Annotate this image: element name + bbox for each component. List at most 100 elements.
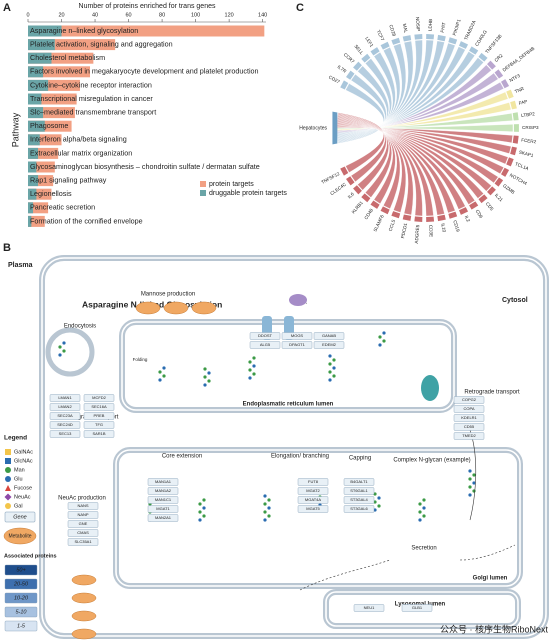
bar [28,134,40,146]
gene-box [147,514,179,522]
gene-label: NANS [77,503,88,508]
bar [28,161,55,173]
glycan [472,473,476,477]
glycan [263,494,267,498]
chord-arc [346,176,355,186]
bar [28,134,62,146]
bar [28,66,44,78]
bar [28,215,45,227]
panel-label: A [3,2,11,14]
bar-label: Formation of the cornified envelope [30,216,143,225]
gene-box [147,478,179,486]
bar [28,120,45,132]
legend-swatch [200,190,206,196]
chord-label: SLAMF6 [372,214,384,233]
gene-label: TFG [95,422,103,427]
bar-label: Pancreatic secretion [30,203,95,212]
x-tick-label: 140 [258,12,267,18]
gene-label: MAN1A2 [155,488,172,493]
chord-label: CD40LG [474,29,488,47]
golgi-membrane-inner [115,449,521,587]
gene-box [83,394,115,402]
section-label: Elongation/ branching [271,454,329,460]
chord-label: TCF7 [376,29,386,42]
glycan [328,370,332,374]
chord-label: ADGRE5 [414,224,420,244]
chord-arc [402,35,412,42]
glycan [203,383,207,387]
gene-label: COPG2 [462,397,477,402]
bar [28,52,94,64]
chord-label: IL6 [347,191,355,199]
gene-label: MOGS [291,333,304,338]
chord-label: FCER2 [521,137,537,144]
chord-arc [340,166,349,176]
gene-label: ST3GAL6 [350,506,368,511]
glycan [373,508,377,512]
gene-label: GANAB [322,333,336,338]
bar [28,79,80,91]
chord-label: SKAP1 [518,150,534,159]
gene-box [297,496,329,504]
gene-label: GNE [79,521,88,526]
bar-label: Cytokine–cytokine receptor interaction [30,80,152,89]
chord-label: IL7R [337,64,348,74]
glycan [263,510,267,514]
section-label: Endoplasmatic reticulum lumen [243,402,334,408]
gene-box [67,502,99,510]
glycan [158,378,162,382]
level-label: 50+ [16,567,26,573]
glycan [328,378,332,382]
chord-arc [380,41,390,50]
section-label: Complex N-glycan (example) [393,458,470,464]
proteasome [421,375,439,401]
bar [28,147,59,159]
legend-title: Legend [4,435,27,442]
chord-label: CD27 [328,74,341,84]
chord-arc [380,206,390,215]
sugar-symbol [5,467,11,473]
gene-box [353,604,385,612]
chord-arc [506,89,514,99]
glycan [62,341,66,345]
bar-label: Platelet activation, signaling and aggre… [30,40,173,49]
glycan [328,362,332,366]
gene-label: EDEM2 [322,342,337,347]
glycan [328,354,332,358]
glycan [373,492,377,496]
panel-label: C [296,2,304,14]
glycan [202,506,206,510]
glycan [468,485,472,489]
gene-box [83,430,115,438]
legend-label: druggable protein targets [209,190,287,197]
chord-arc [458,207,469,215]
chord-arc [414,34,423,40]
bar-label: Factors involved in megakaryocyte develo… [30,67,259,76]
metabolite-oval [191,301,217,315]
gene-label: ST3GAL4 [350,497,368,502]
glycan [468,493,472,497]
gene-box [49,412,81,420]
metabolite-oval [135,301,161,315]
gene-box [343,487,375,495]
gene-label: LMAN2 [58,404,72,409]
gene-box [147,505,179,513]
glycan [162,366,166,370]
section-label: NeuAc production [58,496,106,502]
bar [28,107,75,119]
gene-label: B4GALT1 [350,479,368,484]
gene-label: LMAN1 [58,395,72,400]
chord-arc [487,60,496,70]
gene-label: GLB1 [412,605,423,610]
chord-label: TNFSF13B [484,33,502,54]
gene-box [453,414,485,422]
gene-label: CMAS [77,530,89,535]
chord-arc [512,135,519,144]
level-box [4,620,38,632]
gene-label: MAN1C1 [155,497,172,502]
bar [28,188,37,200]
gene-label: SEC13 [59,431,72,436]
gene-label: MAN1A1 [155,479,172,484]
glycan [252,364,256,368]
level-box [4,564,38,576]
